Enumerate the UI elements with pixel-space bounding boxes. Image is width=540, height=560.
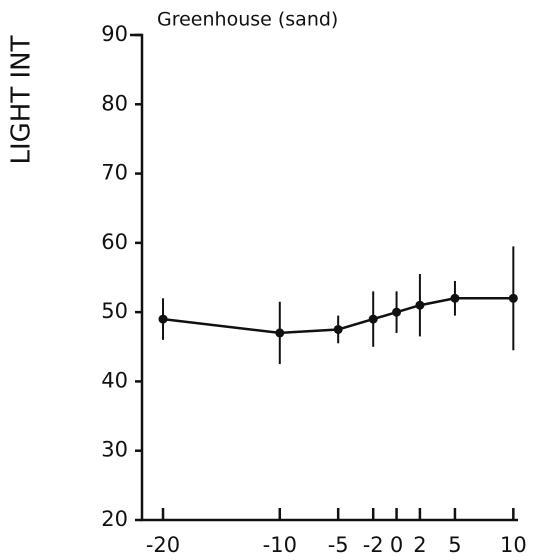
data-line bbox=[162, 297, 514, 335]
data-point bbox=[368, 314, 378, 324]
axes bbox=[130, 33, 518, 522]
x-tick-label: 2 bbox=[413, 533, 426, 557]
x-tick-label: 5 bbox=[448, 533, 461, 557]
y-tick-label: 90 bbox=[101, 22, 128, 46]
data-point bbox=[333, 324, 343, 334]
x-tick-label: -20 bbox=[146, 533, 180, 557]
data-point bbox=[450, 293, 460, 303]
x-tick-label: -10 bbox=[263, 533, 297, 557]
x-tick-label: 10 bbox=[500, 533, 527, 557]
x-tick-label: -2 bbox=[363, 533, 384, 557]
y-tick-label: 80 bbox=[101, 91, 128, 115]
y-tick-label: 30 bbox=[101, 438, 128, 462]
y-tick-label: 70 bbox=[101, 161, 128, 185]
x-tick-label: -5 bbox=[328, 533, 349, 557]
y-tick-label: 50 bbox=[101, 299, 128, 323]
data-point bbox=[415, 300, 425, 310]
data-point bbox=[275, 328, 285, 338]
data-point bbox=[158, 314, 168, 324]
y-tick-label: 60 bbox=[101, 230, 128, 254]
x-tick-label: 0 bbox=[390, 533, 403, 557]
data-point bbox=[392, 307, 402, 317]
data-point bbox=[508, 293, 518, 303]
y-tick-label: 20 bbox=[101, 507, 128, 531]
chart-title: Greenhouse (sand) bbox=[157, 9, 338, 31]
y-tick-label: 40 bbox=[101, 368, 128, 392]
y-axis-label: LIGHT INT bbox=[7, 35, 37, 164]
